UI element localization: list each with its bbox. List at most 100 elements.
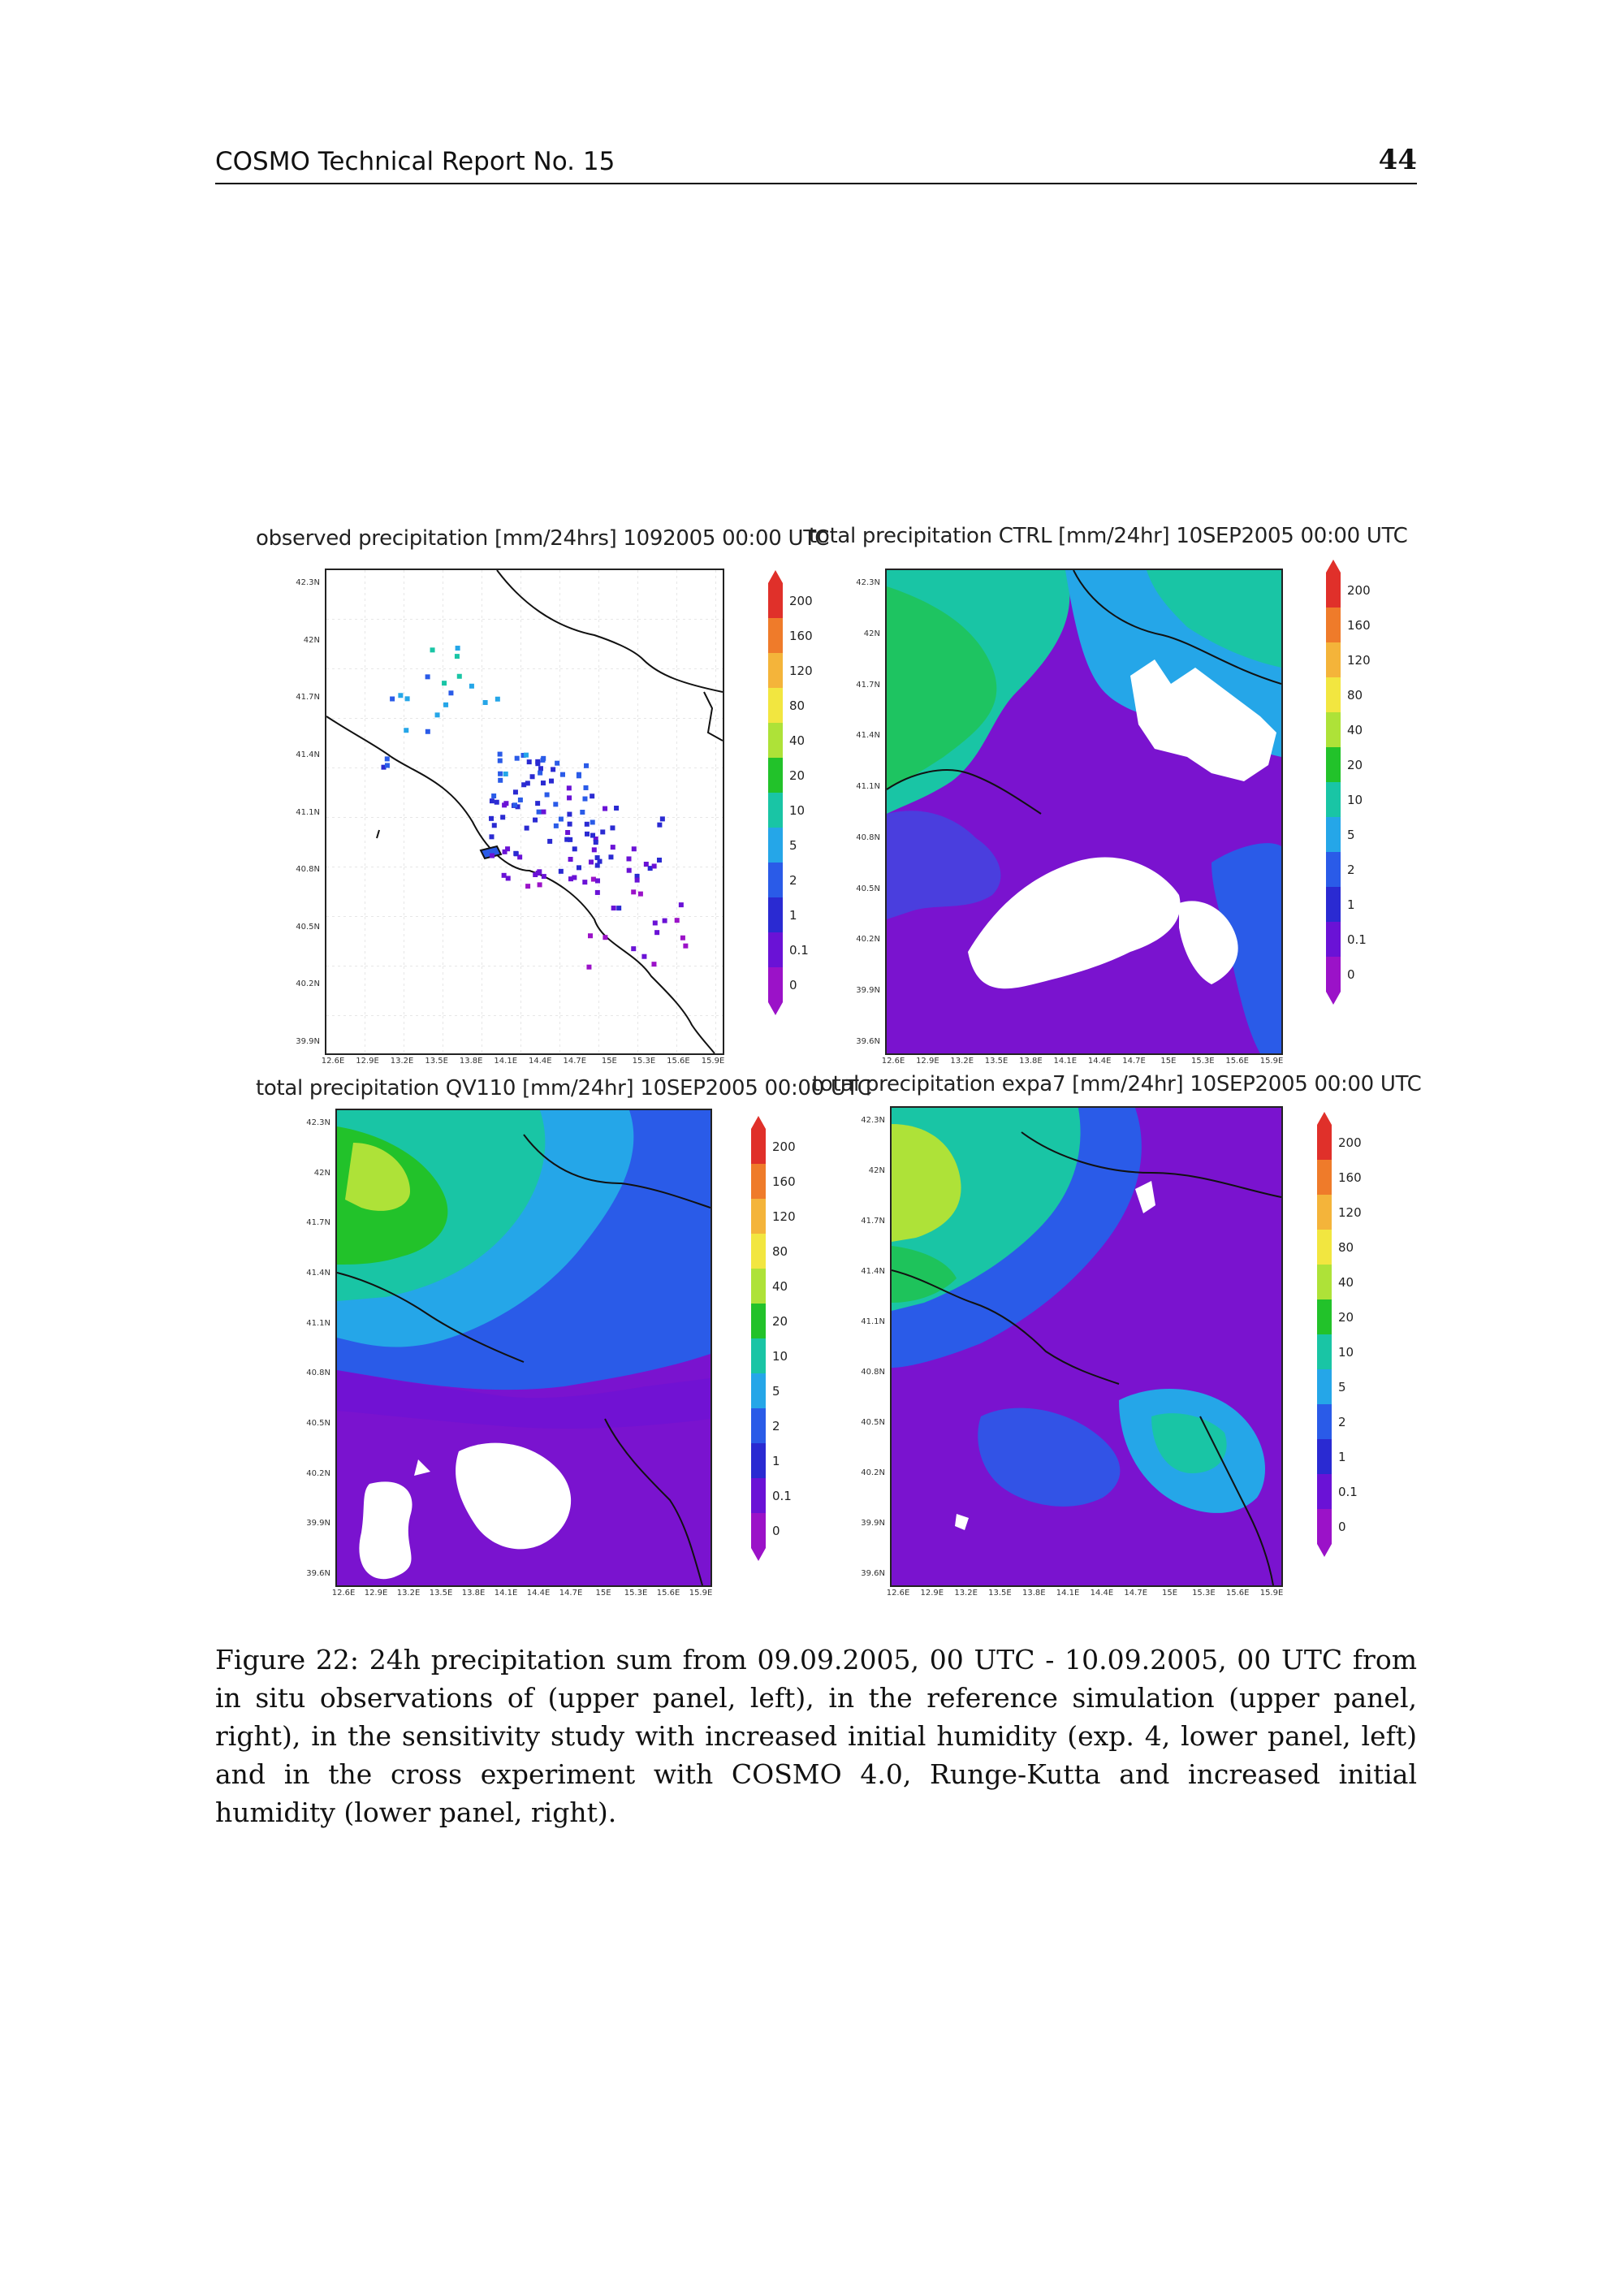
colorbar-segment (751, 1408, 766, 1443)
colorbar-segment (768, 897, 783, 932)
station-marker (631, 846, 637, 852)
latitude-tick-label: 42N (863, 629, 880, 638)
station-marker (535, 801, 541, 806)
latitude-tick-label: 41.7N (861, 1217, 885, 1226)
colorbar-label: 40 (1347, 722, 1363, 737)
station-marker (608, 854, 614, 860)
map-frame (335, 1109, 712, 1587)
colorbar-segment (1326, 712, 1341, 747)
colorbar-label: 1 (1347, 897, 1355, 912)
colorbar-label: 200 (1338, 1135, 1362, 1150)
station-marker (549, 778, 555, 784)
colorbar-top-tip (768, 570, 783, 583)
station-marker (654, 930, 660, 936)
longitude-tick-label: 15.9E (1259, 1589, 1284, 1598)
colorbar-segment (768, 688, 783, 723)
station-marker (555, 760, 560, 766)
colorbar-segment (1317, 1334, 1332, 1369)
colorbar-label: 80 (772, 1243, 788, 1259)
colorbar-segment (751, 1373, 766, 1408)
station-marker (525, 884, 531, 889)
colorbar-segment (751, 1164, 766, 1199)
longitude-tick-label: 15.9E (701, 1057, 725, 1066)
station-marker (626, 867, 632, 873)
longitude-tick-label: 13.8E (1021, 1589, 1046, 1598)
station-marker (381, 764, 387, 770)
latitude-tick-label: 40.8N (856, 832, 880, 842)
colorbar-label: 1 (789, 907, 797, 923)
station-marker (594, 855, 600, 861)
station-marker (558, 868, 564, 874)
colorbar-segment (1317, 1160, 1332, 1195)
station-marker (497, 758, 503, 763)
station-marker (430, 647, 435, 653)
colorbar-segment (768, 793, 783, 828)
colorbar-segment (1326, 852, 1341, 887)
colorbar-segment (1317, 1369, 1332, 1404)
longitude-tick-label: 12.9E (920, 1589, 944, 1598)
longitude-tick-label: 14.7E (1122, 1057, 1146, 1066)
station-marker (517, 854, 523, 860)
station-marker (588, 933, 594, 939)
station-marker (500, 815, 506, 820)
colorbar-label: 40 (772, 1278, 788, 1294)
colorbar-label: 0 (789, 977, 797, 992)
station-marker (593, 840, 598, 845)
station-marker (590, 876, 596, 882)
longitude-tick-label: 14.7E (1124, 1589, 1148, 1598)
station-marker (580, 810, 585, 815)
station-marker (523, 752, 529, 758)
colorbar-segment (1326, 817, 1341, 852)
colorbar-label: 20 (1347, 757, 1363, 772)
station-marker (567, 795, 572, 801)
station-marker (603, 935, 608, 940)
station-marker (505, 846, 511, 852)
colorbar-label: 10 (1338, 1344, 1354, 1360)
station-marker (497, 751, 503, 757)
station-marker (568, 837, 573, 842)
colorbar-segment (1326, 608, 1341, 642)
station-marker (512, 789, 518, 795)
station-marker (651, 962, 657, 967)
station-marker (502, 849, 508, 854)
colorbar-label: 80 (789, 698, 806, 713)
colorbar-segment (768, 583, 783, 618)
station-marker (489, 834, 495, 840)
station-marker (551, 767, 556, 772)
station-marker (398, 693, 404, 698)
figure-caption: Figure 22: 24h precipitation sum from 09… (215, 1644, 1417, 1828)
station-marker (643, 862, 649, 867)
longitude-tick-label: 13.5E (425, 1057, 448, 1066)
latitude-tick-label: 41.7N (296, 693, 320, 703)
colorbar-segment (1317, 1474, 1332, 1509)
latitude-tick-label: 39.9N (306, 1519, 330, 1529)
station-marker (520, 753, 526, 759)
latitude-tick-label: 41.7N (306, 1218, 330, 1228)
colorbar-segment (751, 1234, 766, 1269)
station-marker (593, 836, 598, 841)
colorbar-label: 160 (1347, 617, 1371, 633)
panel-title: observed precipitation [mm/24hrs] 109200… (256, 526, 830, 551)
station-marker (656, 857, 662, 863)
station-marker (434, 712, 440, 718)
colorbar-label: 5 (1338, 1379, 1346, 1394)
station-marker (616, 906, 622, 911)
longitude-tick-label: 15.3E (632, 1057, 656, 1066)
colorbar-top-tip (1317, 1112, 1332, 1125)
longitude-tick-label: 14.7E (563, 1057, 587, 1066)
station-marker (404, 728, 409, 733)
station-marker (634, 877, 640, 883)
longitude-tick-label: 15E (595, 1589, 611, 1598)
station-marker (384, 763, 390, 768)
station-marker (544, 792, 550, 798)
station-marker (535, 871, 541, 876)
map-frame (890, 1106, 1283, 1587)
station-marker (526, 759, 532, 765)
colorbar-label: 0.1 (772, 1488, 792, 1503)
panel-title: total precipitation QV110 [mm/24hr] 10SE… (256, 1076, 872, 1100)
station-marker (515, 804, 520, 810)
station-marker (425, 729, 430, 734)
colorbar-label: 0.1 (789, 942, 809, 958)
station-marker (564, 837, 570, 842)
colorbar-segment (768, 932, 783, 967)
